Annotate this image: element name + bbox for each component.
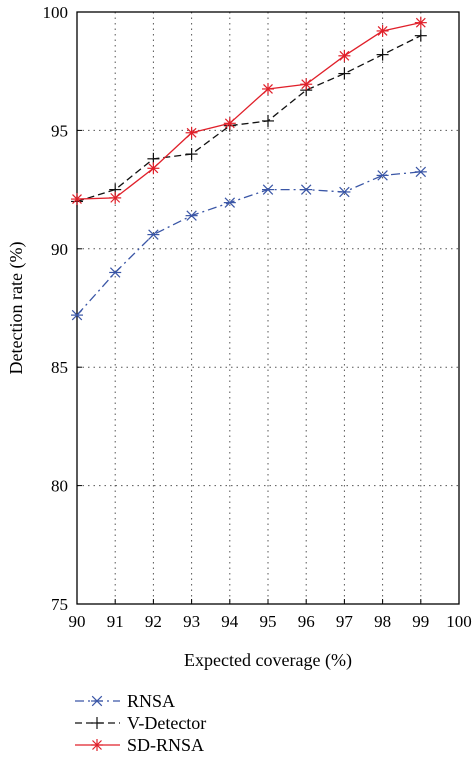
x-tick-label: 97 <box>336 612 354 631</box>
legend-label: V-Detector <box>127 713 206 733</box>
data-point-rnsa <box>376 170 389 181</box>
data-point-v-detector <box>262 114 274 127</box>
y-tick-label: 100 <box>43 3 69 22</box>
x-tick-label: 95 <box>260 612 277 631</box>
data-point-v-detector <box>414 29 427 42</box>
y-tick-label: 75 <box>51 595 68 614</box>
legend-item-rnsa: RNSA <box>75 691 175 711</box>
series-layer <box>71 16 427 321</box>
data-point-sd-rnsa <box>223 117 236 130</box>
data-point-rnsa <box>262 184 274 195</box>
y-tick-label: 80 <box>51 477 68 496</box>
x-tick-label: 90 <box>69 612 86 631</box>
series-rnsa <box>71 166 427 321</box>
grid-lines <box>77 12 459 604</box>
y-tick-label: 90 <box>51 240 68 259</box>
data-point-v-detector <box>376 48 389 61</box>
legend-label: RNSA <box>127 691 175 711</box>
data-point-rnsa <box>414 166 427 178</box>
x-tick-label: 94 <box>221 612 239 631</box>
data-point-sd-rnsa <box>185 126 198 139</box>
data-point-sd-rnsa <box>376 24 389 37</box>
series-v-detector <box>71 29 427 208</box>
x-tick-label: 92 <box>145 612 162 631</box>
series-line-v-detector <box>76 35 422 203</box>
x-tick-label: 99 <box>412 612 429 631</box>
series-line-rnsa <box>76 171 421 316</box>
y-tick-label: 85 <box>51 358 68 377</box>
series-line-sd-rnsa <box>76 22 421 200</box>
y-tick-label: 95 <box>51 121 68 140</box>
data-point-rnsa <box>300 184 313 195</box>
legend-label: SD-RNSA <box>127 735 204 755</box>
data-point-rnsa <box>185 210 198 221</box>
x-tick-label: 96 <box>298 612 315 631</box>
data-point-rnsa <box>147 229 160 240</box>
legend-marker <box>91 717 103 729</box>
series-sd-rnsa <box>71 16 427 206</box>
legend-marker <box>91 695 103 707</box>
y-axis-label: Detection rate (%) <box>6 242 27 375</box>
data-point-sd-rnsa <box>147 162 160 175</box>
data-point-rnsa <box>71 309 83 321</box>
data-point-sd-rnsa <box>71 193 83 206</box>
legend-item-v-detector: V-Detector <box>75 713 206 733</box>
x-tick-label: 93 <box>183 612 200 631</box>
x-tick-label: 91 <box>107 612 124 631</box>
x-axis-label: Expected coverage (%) <box>184 650 352 671</box>
data-point-sd-rnsa <box>414 16 427 29</box>
data-point-sd-rnsa <box>262 82 274 95</box>
data-point-v-detector <box>185 148 198 161</box>
axis-ticks: 90 91 92 93 94 95 96 97 98 99 100 75 80 85 90 95 100 <box>43 3 472 631</box>
data-point-rnsa <box>109 267 122 278</box>
data-point-sd-rnsa <box>338 49 351 62</box>
data-point-sd-rnsa <box>300 78 313 91</box>
data-point-rnsa <box>223 197 236 208</box>
data-point-rnsa <box>338 186 351 198</box>
data-point-sd-rnsa <box>109 191 122 204</box>
x-tick-label: 100 <box>446 612 472 631</box>
x-tick-label: 98 <box>374 612 391 631</box>
data-point-v-detector <box>338 67 351 80</box>
legend-marker <box>91 739 103 751</box>
legend-item-sd-rnsa: SD-RNSA <box>75 735 204 755</box>
